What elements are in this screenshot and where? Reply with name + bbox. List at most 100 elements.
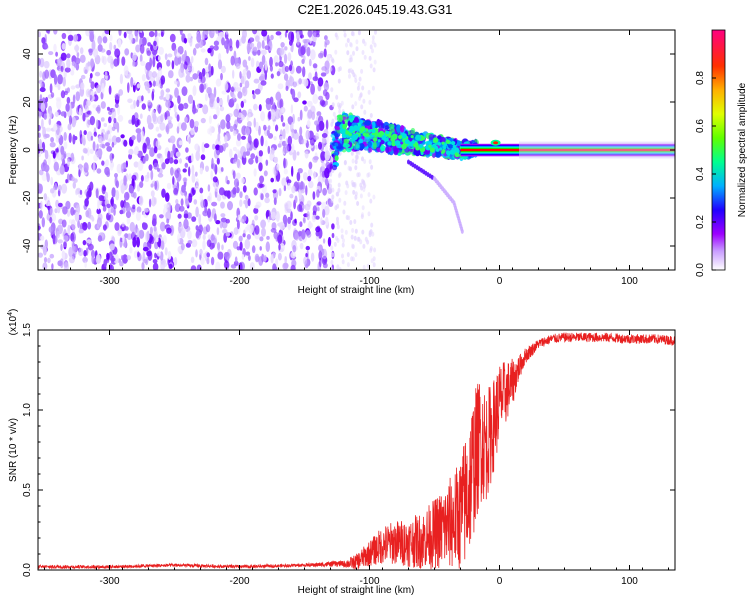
noise-blob (356, 201, 360, 206)
noise-blob (250, 153, 256, 160)
noise-blob (61, 183, 68, 194)
noise-blob (153, 40, 157, 47)
noise-blob (253, 168, 257, 177)
noise-blob (217, 251, 224, 260)
noise-blob (63, 151, 67, 160)
noise-blob (349, 57, 353, 63)
noise-blob (97, 222, 100, 229)
noise-blob (239, 82, 243, 88)
noise-blob (167, 122, 173, 129)
noise-blob (310, 49, 316, 61)
noise-blob (132, 204, 136, 210)
noise-blob (315, 144, 318, 150)
noise-blob (132, 60, 136, 67)
noise-blob (290, 211, 293, 221)
noise-blob (223, 260, 230, 269)
noise-blob (115, 180, 119, 189)
noise-blob (75, 189, 78, 196)
noise-blob (296, 171, 301, 182)
noise-blob (86, 99, 91, 107)
noise-blob (103, 123, 108, 127)
noise-blob (185, 147, 189, 153)
noise-blob (257, 156, 262, 162)
noise-blob (248, 56, 251, 61)
noise-blob (74, 211, 80, 222)
noise-blob (307, 175, 312, 182)
noise-blob (283, 168, 288, 175)
noise-blob (195, 178, 200, 188)
noise-blob (195, 249, 198, 258)
noise-blob (157, 67, 163, 78)
noise-blob (139, 30, 143, 33)
noise-blob (374, 30, 377, 35)
noise-blob (197, 145, 201, 154)
noise-blob (133, 192, 137, 199)
noise-blob (225, 30, 229, 35)
noise-blob (263, 170, 268, 177)
noise-blob (322, 262, 328, 269)
noise-blob (43, 193, 47, 201)
noise-blob (105, 142, 110, 147)
noise-blob (174, 80, 179, 85)
noise-blob (301, 58, 305, 65)
noise-blob (202, 234, 206, 241)
noise-blob (104, 30, 111, 35)
noise-blob (211, 201, 218, 207)
noise-blob (280, 114, 284, 123)
noise-blob (204, 206, 208, 214)
noise-blob (158, 32, 161, 37)
noise-blob (326, 54, 331, 62)
colorbar-tick-label: 0.2 (695, 215, 706, 229)
noise-blob (119, 261, 124, 267)
noise-blob (357, 30, 361, 36)
noise-blob (260, 80, 267, 86)
noise-blob (63, 131, 67, 141)
noise-blob (107, 130, 110, 135)
noise-blob (220, 167, 224, 172)
noise-blob (305, 129, 310, 140)
noise-blob (143, 207, 149, 213)
noise-blob (282, 122, 286, 127)
noise-blob (309, 137, 315, 146)
noise-blob (316, 201, 322, 206)
colorbar-tick-label: 0.8 (695, 71, 706, 85)
noise-blob (307, 100, 313, 107)
noise-blob (44, 44, 49, 49)
noise-blob (197, 103, 200, 110)
noise-blob (161, 188, 166, 198)
noise-blob (173, 104, 177, 113)
noise-blob (53, 30, 58, 35)
noise-blob (55, 51, 58, 57)
noise-blob (293, 129, 297, 134)
noise-blob (372, 256, 376, 262)
noise-blob (205, 165, 209, 172)
noise-blob (136, 99, 140, 108)
noise-blob (136, 206, 142, 213)
noise-blob (252, 93, 256, 100)
noise-blob (338, 109, 342, 114)
noise-blob (161, 162, 166, 170)
noise-blob (141, 135, 145, 145)
noise-blob (195, 225, 199, 231)
noise-blob (38, 124, 41, 132)
noise-blob (218, 53, 222, 62)
multipath-blob (337, 115, 343, 123)
noise-blob (175, 198, 179, 205)
noise-blob (146, 114, 152, 126)
noise-blob (128, 153, 133, 160)
noise-blob (278, 187, 282, 197)
noise-blob (145, 62, 152, 71)
noise-blob (290, 264, 296, 270)
noise-blob (159, 214, 164, 219)
noise-blob (240, 100, 244, 108)
noise-blob (332, 111, 336, 117)
noise-blob (252, 46, 258, 52)
colorbar-title: Normalized spectral amplitude (737, 82, 748, 217)
noise-blob (346, 183, 350, 189)
noise-blob (285, 30, 289, 33)
noise-blob (177, 55, 182, 65)
noise-blob (358, 76, 362, 82)
noise-blob (132, 52, 137, 62)
noise-blob (131, 114, 136, 125)
noise-blob (361, 205, 365, 211)
